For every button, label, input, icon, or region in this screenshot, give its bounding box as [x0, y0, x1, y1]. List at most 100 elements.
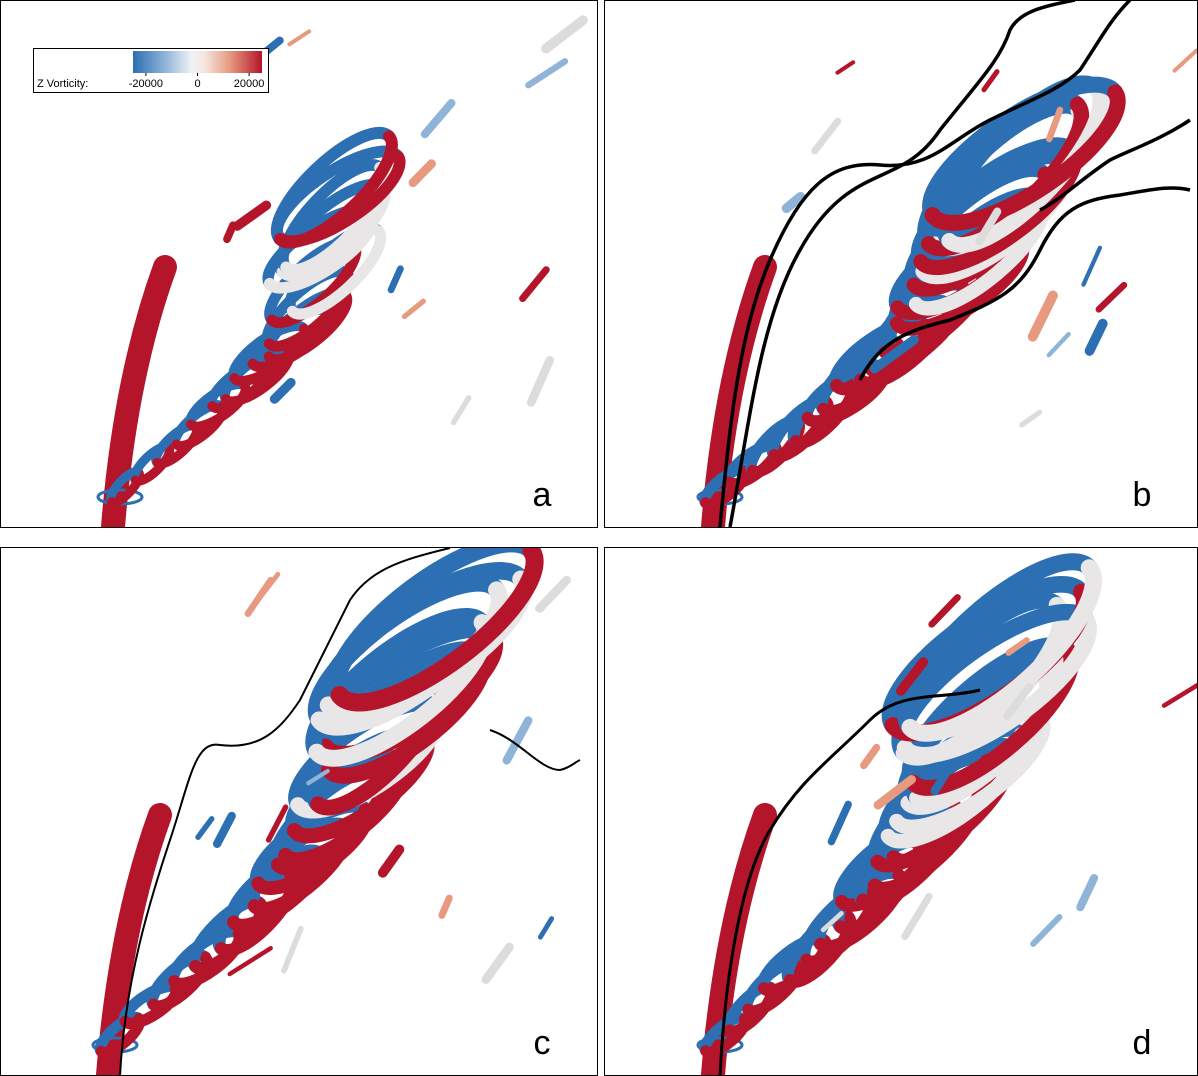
- boundary-line: [119, 548, 451, 1075]
- vortex-fragment: [232, 200, 272, 231]
- vortex-fragment: [781, 191, 806, 214]
- boundary-line: [728, 1, 1076, 527]
- vortex-fragment: [1046, 331, 1071, 358]
- vortex-ring-front: [106, 467, 144, 507]
- panel-label: c: [534, 1024, 551, 1062]
- colorbar-ticks: -20000 0 20000: [129, 73, 265, 90]
- vortex-panel: [696, 48, 1197, 527]
- boundary-lines: [718, 688, 981, 1075]
- vortex-fragment: [526, 356, 554, 407]
- vortex-ring-front: [896, 611, 1097, 764]
- vortex-ring-front: [330, 548, 544, 712]
- vortex-fragment: [811, 117, 842, 155]
- vortex-ring-back: [305, 607, 491, 761]
- vortex-panel: [96, 15, 588, 527]
- vortex-fragment: [1045, 106, 1064, 143]
- vortex-fragment: [265, 804, 289, 843]
- vortex-fragment: [827, 800, 852, 846]
- panel-label: b: [1133, 476, 1152, 514]
- vortex-fragment: [195, 816, 215, 840]
- vortex-fragment: [537, 916, 555, 940]
- vortex-panel: [91, 548, 571, 1075]
- panel-labels: a b c d: [533, 476, 1152, 1062]
- vortex-fragment: [212, 811, 236, 848]
- colorbar-tick-label: -20000: [129, 78, 163, 90]
- colorbar-tick-label: 20000: [234, 78, 265, 90]
- vortex-ring-back: [897, 553, 1098, 736]
- vortex-fragment: [408, 159, 436, 188]
- panel-label: a: [533, 476, 552, 514]
- colorbar-tick-label: 0: [194, 78, 200, 90]
- boundary-line: [858, 186, 1191, 381]
- colorbar-legend: Z Vorticity: -20000 0 20000: [33, 48, 269, 93]
- colorbar-label: Z Vorticity:: [37, 78, 88, 90]
- vortex-ring-front: [286, 225, 387, 320]
- vortex-fragment: [873, 775, 916, 810]
- vortex-fragment: [937, 623, 962, 642]
- vortex-ring-front: [901, 559, 1102, 742]
- vortex-art: [91, 15, 1197, 1075]
- vortex-fragment: [1095, 281, 1128, 313]
- vortex-fragment: [450, 395, 472, 426]
- vortex-fragment: [287, 29, 312, 47]
- vortex-fragment: [525, 58, 569, 89]
- vortex-fragment: [835, 60, 856, 75]
- vortex-fragment: [1161, 682, 1197, 708]
- vortex-fragment: [896, 657, 929, 696]
- vortex-fragment: [519, 266, 550, 303]
- vortex-fragment: [860, 743, 881, 770]
- vortex-fragment: [377, 844, 405, 878]
- vortex-ring-front: [273, 130, 398, 249]
- vortex-fragment: [1084, 318, 1108, 356]
- boundary-line: [489, 729, 581, 772]
- vortex-fragment: [269, 377, 296, 404]
- vortex-fragment: [535, 575, 571, 613]
- vortex-fragment: [975, 207, 1002, 246]
- vortex-fragment: [901, 892, 933, 940]
- vortex-fragment: [1003, 683, 1033, 720]
- vortex-ring-back: [922, 76, 1124, 224]
- vortex-fragment: [438, 894, 453, 919]
- vortex-fragment: [1030, 913, 1063, 947]
- panel-label: d: [1133, 1024, 1152, 1062]
- vortex-fragment: [1005, 637, 1030, 656]
- vortex-fragment: [981, 69, 1000, 93]
- vortex-fragment: [1172, 48, 1197, 73]
- boundary-lines: [718, 1, 1191, 527]
- vortex-fragment: [1027, 290, 1058, 342]
- vortex-ring-front: [889, 711, 1051, 835]
- vortex-ring-front: [924, 84, 1126, 231]
- vortex-ring-back: [277, 159, 386, 274]
- vortex-fragment: [223, 221, 237, 244]
- colorbar: [133, 51, 262, 73]
- vortex-fragment: [869, 335, 919, 374]
- vortex-fragment: [1076, 873, 1099, 912]
- vortex-ring-back: [270, 126, 396, 246]
- vortex-fragment: [930, 766, 952, 796]
- boundary-line: [1039, 118, 1191, 212]
- vortex-fragment: [244, 576, 274, 617]
- vortex-fragment: [820, 910, 844, 933]
- vortex-fragment: [502, 716, 533, 765]
- vortex-ring-front: [742, 957, 806, 1017]
- vortex-fragment: [227, 945, 273, 977]
- boundary-line: [718, 688, 981, 1075]
- vortex-fragment: [928, 594, 961, 628]
- vortex-ring-front: [263, 289, 353, 365]
- vortex-fragment: [541, 15, 588, 54]
- vortex-fragment: [481, 942, 514, 984]
- boundary-lines: [119, 548, 581, 1075]
- vortex-fragment: [387, 265, 404, 294]
- vortex-panel: [696, 553, 1197, 1075]
- vortex-fragment: [281, 925, 304, 974]
- vortex-fragment: [306, 768, 330, 786]
- boundary-line: [718, 1, 1132, 527]
- vortex-fragment: [1081, 245, 1103, 287]
- vortex-ring-front: [130, 443, 175, 486]
- vortex-fragment: [420, 98, 456, 139]
- vortex-fragment: [1019, 409, 1043, 428]
- vortex-fragment: [401, 298, 426, 320]
- vortex-ring-back: [327, 548, 541, 705]
